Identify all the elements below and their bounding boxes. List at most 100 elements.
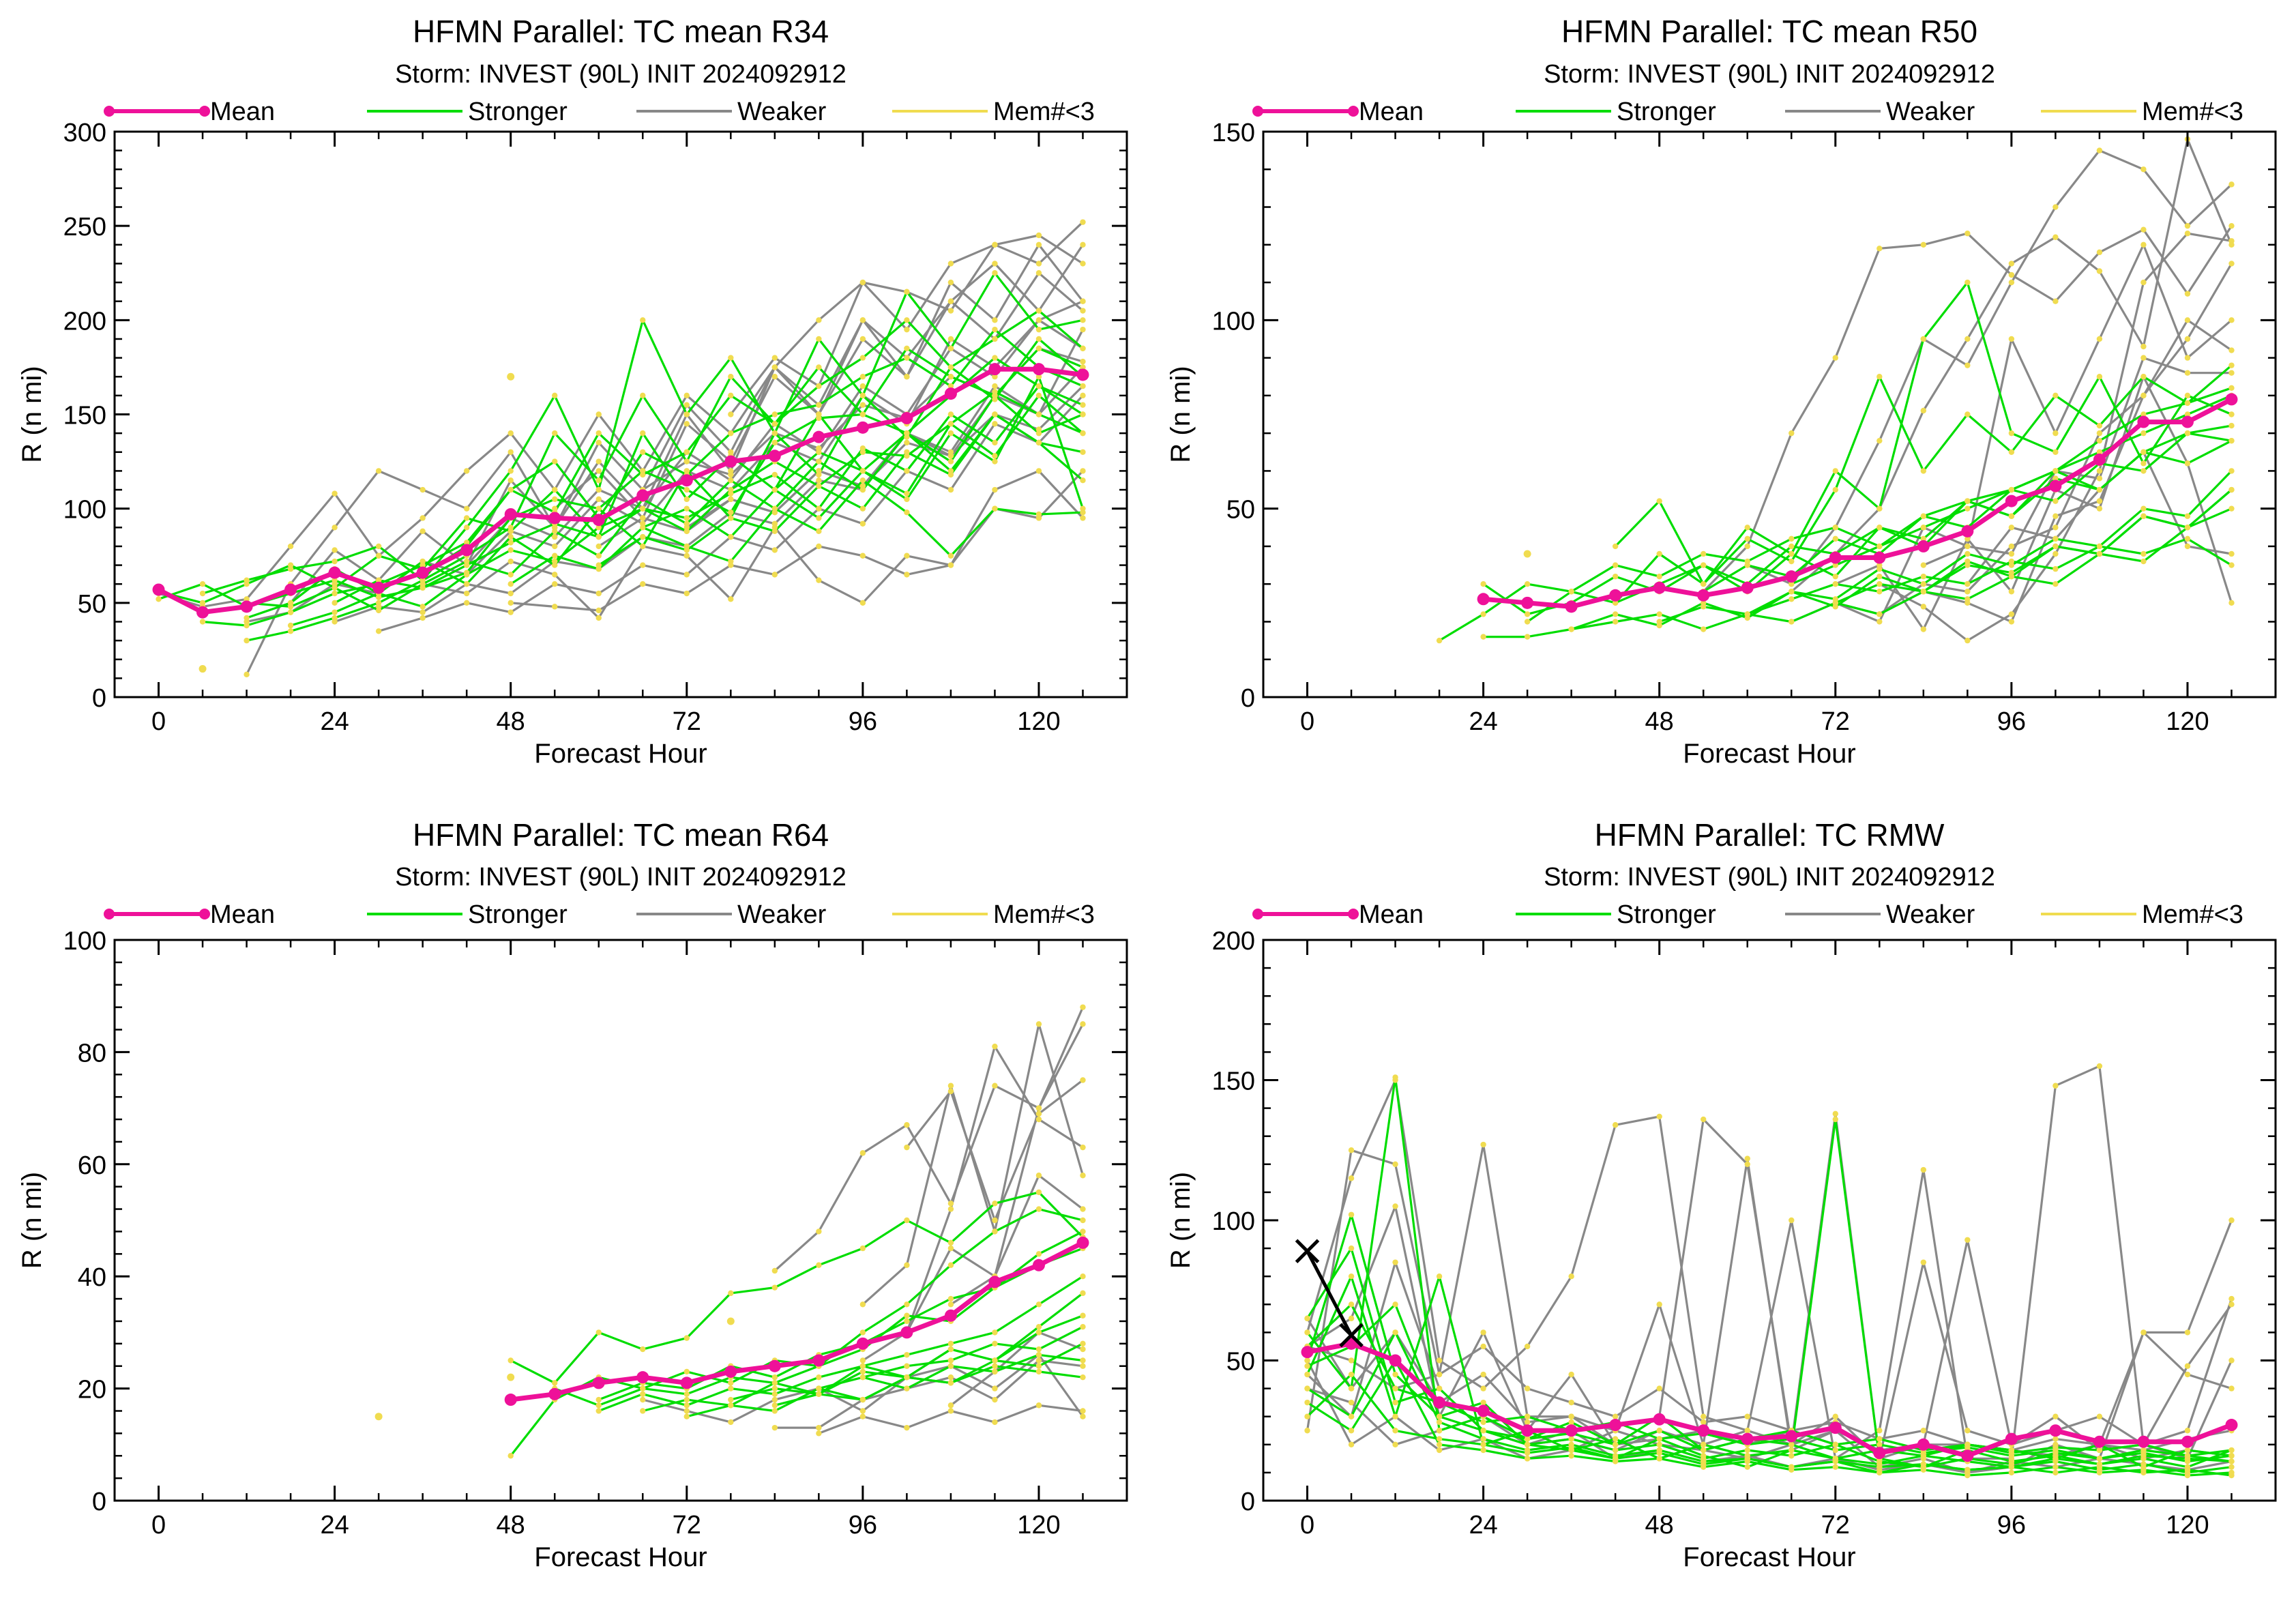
member-line-weaker [774, 1359, 1083, 1429]
member-point [640, 1408, 646, 1414]
member-point [1348, 1211, 1355, 1218]
y-tick-label: 0 [1241, 1488, 1255, 1516]
member-point [683, 1396, 690, 1403]
member-point [1964, 562, 1971, 568]
member-point [2008, 1447, 2015, 1454]
chart-title: HFMN Parallel: TC mean R64 [413, 817, 829, 853]
member-point [1080, 358, 1086, 365]
member-point [904, 317, 910, 323]
member-point [2008, 611, 2015, 617]
member-point [683, 486, 690, 493]
legend-label-member: Mem#<3 [2142, 98, 2243, 126]
mean-point [2181, 415, 2194, 428]
member-point [1789, 1464, 1795, 1470]
member-point [816, 383, 822, 389]
mean-point [1609, 1419, 1622, 1432]
mean-line [1483, 397, 2233, 609]
member-point [2008, 430, 2015, 437]
member-point [1524, 1441, 1531, 1447]
member-point [728, 533, 734, 540]
x-tick-label: 48 [497, 707, 525, 736]
member-point [771, 486, 778, 493]
member-point [1656, 1113, 1662, 1120]
member-point [1035, 411, 1042, 417]
member-point [816, 483, 822, 489]
member-point [2140, 1456, 2147, 1462]
member-point [1035, 326, 1042, 333]
member-point [728, 1396, 734, 1403]
member-point [2228, 1472, 2235, 1479]
member-point [640, 581, 646, 587]
member-point [1436, 1273, 1443, 1280]
member-point [947, 1301, 954, 1308]
member-point [332, 581, 338, 587]
member-point [199, 581, 206, 587]
member-point [1035, 1206, 1042, 1212]
member-point [904, 1374, 910, 1381]
member-point [1964, 231, 1971, 237]
member-point [1392, 1203, 1398, 1209]
member-line-weaker [774, 1006, 1084, 1272]
member-point [2052, 392, 2059, 399]
x-tick-label: 72 [1821, 1511, 1850, 1540]
member-point [420, 609, 426, 615]
member-point [1080, 449, 1086, 455]
member-point [947, 374, 954, 380]
member-point [1392, 1413, 1398, 1419]
member-point [2052, 475, 2059, 482]
mean-point [1785, 570, 1798, 583]
member-point [2228, 562, 2235, 568]
member-point [2228, 385, 2235, 392]
member-point [375, 543, 382, 550]
member-point [1080, 298, 1086, 304]
member-point [595, 411, 602, 417]
member-point [1568, 1436, 1574, 1442]
member-point [1524, 619, 1531, 625]
member-point [2228, 222, 2235, 229]
member-point [640, 515, 646, 521]
member-point [552, 553, 558, 559]
member-point [947, 1363, 954, 1369]
member-point [904, 1312, 910, 1319]
member-point [1656, 573, 1662, 580]
y-tick-label: 50 [1226, 1348, 1255, 1376]
member-point [947, 471, 954, 478]
member-point [859, 383, 866, 389]
member-point [595, 1329, 602, 1336]
member-point [2096, 543, 2103, 550]
member-point [2008, 619, 2015, 625]
member-point [816, 577, 822, 583]
mean-point [1917, 540, 1930, 553]
member-point [1568, 1371, 1574, 1378]
member-point [640, 533, 646, 540]
member-point [1080, 1004, 1086, 1010]
member-point [1436, 1357, 1443, 1364]
y-tick-label: 100 [1212, 307, 1255, 336]
member-point [640, 1391, 646, 1398]
member-point [595, 525, 602, 531]
member-point [463, 562, 470, 568]
legend-label-stronger: Stronger [1617, 900, 1716, 929]
member-point [1744, 1161, 1750, 1168]
member-point [595, 1402, 602, 1409]
member-point [1744, 562, 1750, 568]
mean-point [592, 1376, 605, 1389]
member-point [1832, 581, 1838, 587]
member-line-stronger [1835, 488, 2233, 604]
member-point [1656, 1385, 1662, 1392]
member-point [1832, 1110, 1838, 1117]
member-point [859, 600, 866, 606]
member-point [595, 477, 602, 484]
member-point [904, 449, 910, 455]
member-line-weaker [1747, 149, 2233, 585]
member-point [2052, 234, 2059, 240]
member-point [1612, 562, 1619, 568]
member-point [683, 1402, 690, 1409]
member-point [1964, 498, 1971, 504]
member-point [683, 402, 690, 408]
member-point [992, 374, 998, 380]
member-point [992, 1043, 998, 1050]
member-point [1480, 1371, 1486, 1378]
member-point [552, 430, 558, 437]
